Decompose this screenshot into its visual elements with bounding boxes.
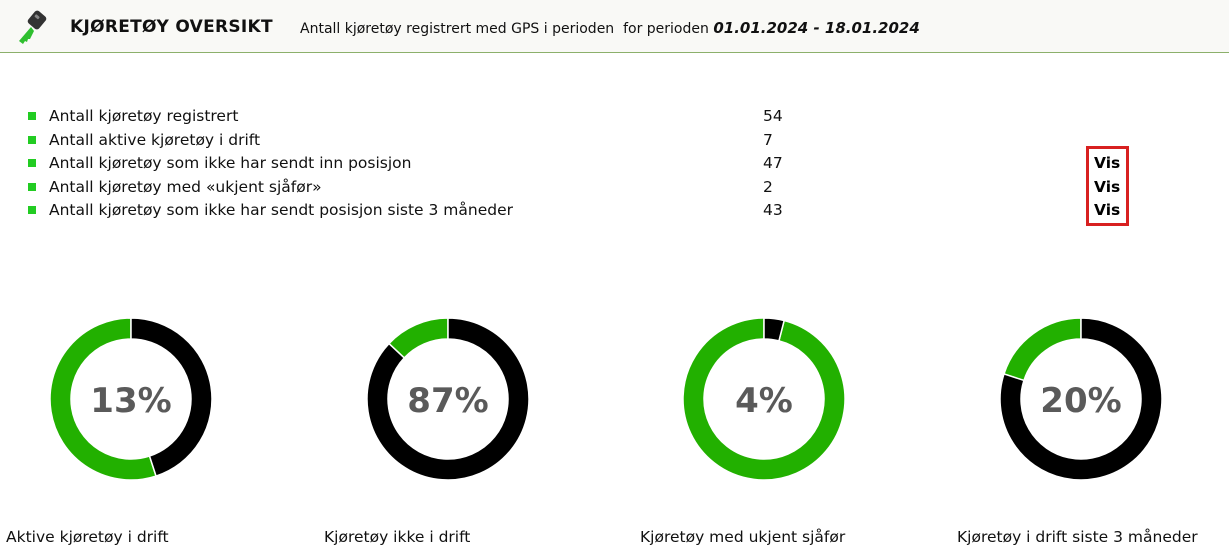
donut-svg: 20%: [999, 317, 1163, 481]
chart-label: Kjøretøy med ukjent sjåfør: [640, 528, 846, 546]
stat-row: Antall kjøretøy registrert 54: [0, 105, 1229, 129]
donut-svg: 4%: [682, 317, 846, 481]
subtitle-text: Antall kjøretøy registrert med GPS i per…: [300, 21, 714, 37]
donut-segment-black: [763, 317, 786, 342]
donut-percent: 20%: [1040, 381, 1121, 421]
stat-label: Antall kjøretøy registrert: [49, 107, 239, 125]
chart-label: Kjøretøy i drift siste 3 måneder: [957, 528, 1198, 546]
donut-segment-black: [366, 317, 530, 481]
donut-segment-green: [682, 317, 846, 481]
stat-value: 54: [763, 107, 783, 125]
stat-label: Antall kjøretøy som ikke har sendt posis…: [49, 201, 514, 219]
donut-segment-green: [49, 317, 157, 481]
stat-row: Antall kjøretøy med «ukjent sjåfør» 2 Vi…: [0, 176, 1229, 200]
vis-link-no-position-3-months[interactable]: Vis: [1094, 201, 1121, 219]
donut-svg: 13%: [49, 317, 213, 481]
stat-value: 7: [763, 130, 773, 149]
donut-segment-black: [999, 317, 1163, 481]
donut-segment-green: [1003, 317, 1082, 382]
stat-value: 43: [763, 201, 783, 219]
donut-chart-inactive: 87% Kjøretøy ikke i drift: [316, 300, 616, 560]
page-title: KJØRETØY OVERSIKT: [70, 17, 273, 37]
donut-chart-unknown-driver: 4% Kjøretøy med ukjent sjåfør: [632, 300, 932, 560]
donut-segment-black: [130, 317, 213, 477]
donut-percent: 13%: [90, 381, 171, 421]
bullet-icon: [28, 112, 36, 120]
donut-percent: 4%: [735, 381, 793, 421]
page-header: KJØRETØY OVERSIKT Antall kjøretøy regist…: [0, 0, 1229, 53]
donut-chart-3-months: 20% Kjøretøy i drift siste 3 måneder: [950, 300, 1229, 560]
donut-svg: 87%: [366, 317, 530, 481]
donut-percent: 87%: [407, 381, 488, 421]
bullet-icon: [28, 206, 36, 214]
stat-row: Antall aktive kjøretøy i drift 7: [0, 129, 1229, 153]
stat-row: Antall kjøretøy som ikke har sendt inn p…: [0, 152, 1229, 176]
stat-label: Antall kjøretøy med «ukjent sjåfør»: [49, 177, 322, 196]
chart-label: Aktive kjøretøy i drift: [6, 528, 169, 546]
stat-row: Antall kjøretøy som ikke har sendt posis…: [0, 199, 1229, 223]
donut-chart-active: 13% Aktive kjøretøy i drift: [0, 300, 300, 560]
page-subtitle: Antall kjøretøy registrert med GPS i per…: [300, 19, 920, 37]
stat-label: Antall kjøretøy som ikke har sendt inn p…: [49, 154, 412, 172]
stats-list: Antall kjøretøy registrert 54 Antall akt…: [0, 105, 1229, 223]
chart-label: Kjøretøy ikke i drift: [324, 528, 471, 546]
stat-label: Antall aktive kjøretøy i drift: [49, 130, 261, 149]
bullet-icon: [28, 159, 36, 167]
bullet-icon: [28, 135, 36, 144]
bullet-icon: [28, 182, 36, 191]
vis-link-no-position[interactable]: Vis: [1094, 154, 1121, 172]
charts-area: 13% Aktive kjøretøy i drift 87% Kjøretøy…: [0, 300, 1229, 560]
stat-value: 47: [763, 154, 783, 172]
vis-link-unknown-driver[interactable]: Vis: [1094, 177, 1121, 196]
car-key-icon: [19, 10, 47, 44]
stat-value: 2: [763, 177, 773, 196]
period-range: 01.01.2024 - 18.01.2024: [713, 19, 920, 37]
